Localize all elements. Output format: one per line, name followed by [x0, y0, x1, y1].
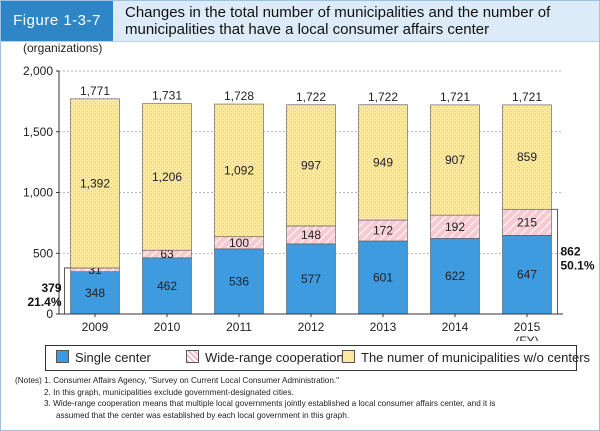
bar-segment-without-centers	[286, 104, 336, 227]
data-label: 1,392	[80, 176, 110, 190]
notes-prefix: (Notes)	[15, 376, 42, 385]
stacked-bar-chart: (organizations) 0 500 1,000 1,500 2,000 348 3…	[23, 41, 595, 341]
x-tick-label: 2010	[154, 320, 181, 334]
legend-swatch-single-center	[56, 350, 69, 363]
bar-segment-without-centers	[70, 98, 120, 269]
y-tick-label: 500	[33, 246, 53, 260]
total-label: 1,721	[512, 90, 542, 104]
legend-item-without-centers: The numer of municipalities w/o centers	[342, 350, 590, 366]
figure-title-line-1: Changes in the total number of municipal…	[125, 4, 551, 21]
x-tick-label: 2009	[82, 320, 109, 334]
legend-label-wide-range: Wide-range cooperation	[205, 350, 344, 365]
data-label: 949	[373, 155, 393, 169]
data-label: 462	[157, 279, 177, 293]
annotation-percent: 50.1%	[560, 258, 594, 272]
data-label: 907	[445, 153, 465, 167]
x-tick-label: 2012	[298, 320, 325, 334]
figure-title: Changes in the total number of municipal…	[125, 4, 593, 38]
total-label: 1,722	[368, 90, 398, 104]
bar-segment-without-centers	[358, 104, 408, 221]
data-label: 997	[301, 158, 321, 172]
data-label: 536	[229, 274, 249, 288]
x-unit-label: (FY)	[515, 334, 538, 341]
figure-title-line-2: municipalities that have a local consume…	[125, 21, 490, 38]
data-label: 215	[517, 215, 537, 229]
annotation-bracket	[551, 208, 558, 314]
total-label: 1,771	[80, 84, 110, 98]
figure-label: Figure 1-3-7	[1, 1, 113, 41]
y-axis-title: (organizations)	[23, 41, 102, 55]
notes-block: (Notes) 1. Consumer Affairs Agency, "Sur…	[15, 375, 595, 421]
data-label: 100	[229, 236, 249, 250]
note-line-1: (Notes) 1. Consumer Affairs Agency, "Sur…	[15, 375, 595, 387]
data-label: 601	[373, 270, 393, 284]
data-label: 63	[160, 247, 174, 261]
annotation-bracket	[64, 267, 71, 314]
data-label: 192	[445, 220, 465, 234]
chart-legend: Single center Wide-range cooperation The…	[45, 345, 590, 371]
bar-segment-single-center	[502, 235, 552, 315]
bar-segment-single-center	[286, 243, 336, 315]
bar-segment-without-centers	[142, 103, 192, 251]
note-2: 2. In this graph, municipalities exclude…	[44, 387, 294, 397]
bar-segment-without-centers	[430, 104, 480, 216]
figure-header: Figure 1-3-7 Changes in the total number…	[1, 1, 599, 42]
x-tick-label: 2014	[442, 320, 469, 334]
note-4: assumed that the center was established …	[56, 410, 350, 420]
data-label: 859	[517, 150, 537, 164]
y-tick-label: 1,500	[23, 125, 53, 139]
legend-swatch-wide-range	[186, 350, 199, 363]
bar-segment-without-centers	[214, 103, 264, 238]
annotation-value: 379	[41, 281, 61, 295]
total-label: 1,721	[440, 90, 470, 104]
annotation-percent: 21.4%	[27, 295, 61, 309]
data-label: 172	[373, 224, 393, 238]
y-tick-label: 2,000	[23, 64, 53, 78]
data-label: 1,092	[224, 163, 254, 177]
total-label: 1,728	[224, 89, 254, 103]
data-label: 148	[301, 228, 321, 242]
bar-segment-single-center	[430, 238, 480, 315]
bar-segment-single-center	[358, 240, 408, 315]
total-label: 1,722	[296, 90, 326, 104]
note-3: 3. Wide-range cooperation means that mul…	[44, 399, 496, 408]
bar-segment-without-centers	[502, 104, 552, 210]
y-tick-label: 1,000	[23, 186, 53, 200]
x-tick-label: 2015	[514, 320, 541, 334]
data-label: 348	[85, 286, 105, 300]
legend-item-wide-range: Wide-range cooperation	[186, 350, 344, 366]
x-tick-label: 2013	[370, 320, 397, 334]
data-label: 622	[445, 269, 465, 283]
data-label: 577	[301, 272, 321, 286]
legend-swatch-without-centers	[342, 350, 355, 363]
legend-label-single-center: Single center	[75, 350, 151, 365]
y-tick-label: 0	[46, 307, 53, 321]
x-tick-label: 2011	[226, 320, 252, 334]
note-1: 1. Consumer Affairs Agency, "Survey on C…	[44, 376, 340, 385]
legend-item-single-center: Single center	[56, 350, 151, 366]
total-label: 1,731	[152, 89, 182, 103]
data-label: 647	[517, 268, 537, 282]
data-label: 1,206	[152, 170, 182, 184]
annotation-value: 862	[560, 244, 580, 258]
legend-label-without-centers: The numer of municipalities w/o centers	[361, 350, 591, 365]
